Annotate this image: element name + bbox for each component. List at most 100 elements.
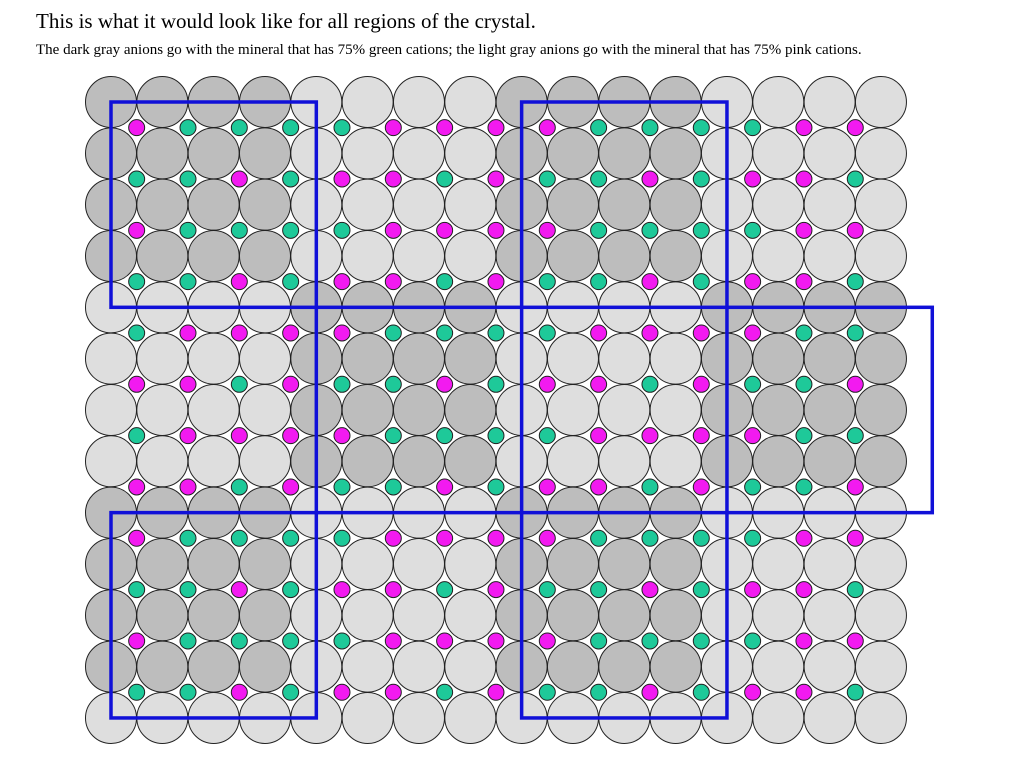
cation-layer	[128, 119, 864, 701]
pink-cation	[333, 273, 351, 291]
pink-cation	[384, 119, 402, 137]
green-cation	[641, 221, 659, 239]
pink-cation	[744, 427, 762, 445]
green-cation	[179, 581, 197, 599]
green-cation	[692, 683, 710, 701]
dark-anion	[187, 178, 240, 231]
region-border	[519, 100, 729, 310]
green-cation	[641, 632, 659, 650]
dark-anion	[444, 332, 497, 385]
green-cation	[590, 581, 608, 599]
light-anion	[854, 691, 907, 744]
dark-anion	[752, 435, 805, 488]
light-anion	[392, 229, 445, 282]
light-anion	[392, 127, 445, 180]
pink-cation	[795, 119, 813, 137]
pink-cation	[744, 273, 762, 291]
dark-anion	[187, 229, 240, 282]
light-anion	[598, 383, 651, 436]
pink-cation	[384, 221, 402, 239]
dark-anion	[803, 435, 856, 488]
light-anion	[752, 127, 805, 180]
green-cation	[333, 529, 351, 547]
light-anion	[546, 435, 599, 488]
dark-anion	[803, 383, 856, 436]
pink-cation	[128, 632, 146, 650]
light-anion	[341, 589, 394, 642]
light-anion	[392, 691, 445, 744]
light-anion	[803, 589, 856, 642]
pink-cation	[179, 478, 197, 496]
pink-cation	[795, 529, 813, 547]
light-anion	[341, 229, 394, 282]
pink-cation	[487, 221, 505, 239]
green-cation	[384, 427, 402, 445]
pink-cation	[846, 529, 864, 547]
pink-cation	[436, 221, 454, 239]
pink-cation	[384, 683, 402, 701]
pink-cation	[846, 375, 864, 393]
pink-cation	[333, 324, 351, 342]
dark-anion	[598, 589, 651, 642]
green-cation	[333, 375, 351, 393]
pink-cation	[795, 221, 813, 239]
green-cation	[846, 170, 864, 188]
dark-anion	[546, 178, 599, 231]
green-cation	[282, 170, 300, 188]
green-cation	[487, 478, 505, 496]
light-anion	[136, 383, 189, 436]
dark-anion	[136, 640, 189, 693]
pink-cation	[795, 581, 813, 599]
pink-cation	[128, 478, 146, 496]
green-cation	[282, 119, 300, 137]
green-cation	[487, 375, 505, 393]
dark-anion	[341, 383, 394, 436]
pink-cation	[179, 427, 197, 445]
light-anion	[444, 589, 497, 642]
light-anion	[803, 229, 856, 282]
green-cation	[128, 683, 146, 701]
dark-anion	[854, 435, 907, 488]
pink-cation	[846, 119, 864, 137]
light-anion	[649, 332, 702, 385]
pink-cation	[538, 632, 556, 650]
dark-anion	[598, 537, 651, 590]
green-cation	[282, 683, 300, 701]
light-anion	[752, 229, 805, 282]
light-anion	[854, 640, 907, 693]
light-anion	[444, 229, 497, 282]
green-cation	[641, 375, 659, 393]
dark-anion	[392, 383, 445, 436]
light-anion	[854, 537, 907, 590]
pink-cation	[230, 427, 248, 445]
dark-anion	[598, 127, 651, 180]
green-cation	[487, 427, 505, 445]
light-anion	[803, 537, 856, 590]
pink-cation	[692, 427, 710, 445]
light-anion	[649, 383, 702, 436]
dark-anion	[238, 127, 291, 180]
green-cation	[795, 324, 813, 342]
pink-cation	[333, 427, 351, 445]
pink-cation	[384, 581, 402, 599]
pink-cation	[692, 375, 710, 393]
green-cation	[384, 324, 402, 342]
pink-cation	[538, 119, 556, 137]
green-cation	[230, 478, 248, 496]
light-anion	[854, 229, 907, 282]
green-cation	[795, 375, 813, 393]
pink-cation	[641, 273, 659, 291]
dark-anion	[444, 435, 497, 488]
light-anion	[598, 332, 651, 385]
green-cation	[230, 632, 248, 650]
green-cation	[744, 529, 762, 547]
pink-cation	[384, 170, 402, 188]
dark-anion	[546, 229, 599, 282]
pink-cation	[692, 478, 710, 496]
pink-cation	[487, 273, 505, 291]
green-cation	[641, 119, 659, 137]
light-anion	[392, 640, 445, 693]
region-border	[109, 510, 319, 720]
light-anion	[803, 640, 856, 693]
light-anion	[854, 76, 907, 128]
